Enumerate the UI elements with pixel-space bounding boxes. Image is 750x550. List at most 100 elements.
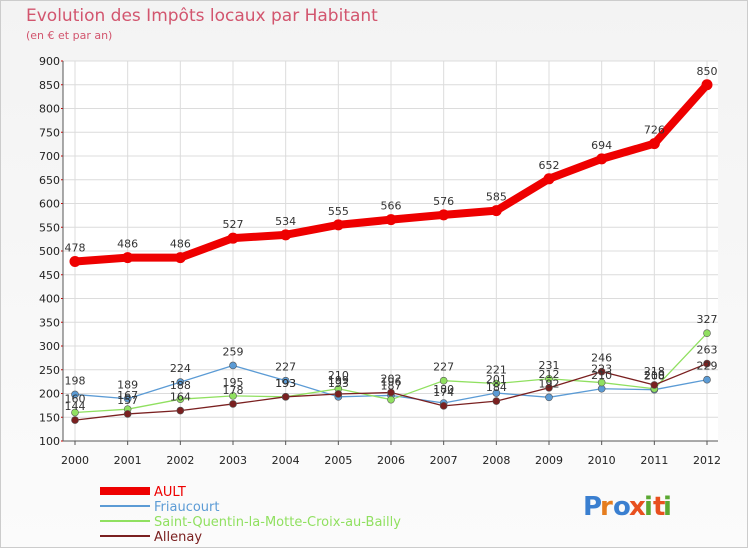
logo-letter: i (663, 492, 672, 522)
axis-layer: 100 150 200 250 300 350 400 450 500 550 600 650 700 7… (39, 55, 721, 467)
data-point (439, 376, 448, 385)
data-label: 246 (591, 352, 612, 365)
data-label: 218 (644, 365, 665, 378)
data-label: 229 (697, 360, 718, 373)
x-tick-label: 2008 (482, 454, 510, 467)
x-tick-label: 2003 (219, 454, 247, 467)
data-point (387, 395, 395, 404)
data-point (701, 79, 713, 91)
data-label: 227 (433, 361, 454, 374)
data-label: 202 (381, 373, 402, 386)
legend-entry: AULT (154, 485, 186, 500)
data-point (438, 209, 450, 221)
y-tick-label: 300 (39, 340, 60, 353)
data-label: 486 (170, 238, 191, 251)
data-point (492, 397, 501, 405)
data-label: 694 (591, 139, 612, 152)
data-label: 189 (117, 379, 138, 392)
data-point (648, 138, 660, 150)
logo-letter: t (653, 492, 665, 522)
data-point (176, 378, 185, 386)
x-tick-label: 2007 (430, 454, 458, 467)
data-label: 193 (275, 377, 296, 390)
data-label: 652 (539, 159, 560, 172)
data-label: 174 (433, 386, 454, 399)
x-tick-label: 2009 (535, 454, 563, 467)
data-label: 224 (170, 362, 191, 375)
data-point (334, 390, 343, 398)
y-tick-label: 500 (39, 245, 60, 258)
data-point (123, 410, 132, 418)
data-label: 221 (486, 364, 507, 377)
y-tick-label: 350 (39, 316, 60, 329)
logo-letter: x (629, 492, 646, 522)
data-label: 223 (591, 363, 612, 376)
data-label: 192 (539, 377, 560, 390)
logo-letter: P (583, 492, 602, 522)
y-tick-label: 550 (39, 221, 60, 234)
data-label: 327 (697, 313, 718, 326)
proxiti-logo: Pr oxi ti (583, 492, 672, 522)
x-tick-label: 2002 (166, 454, 194, 467)
data-point (229, 392, 237, 400)
data-label: 576 (433, 195, 454, 208)
data-point (703, 329, 711, 337)
data-label: 199 (328, 374, 349, 387)
data-point (543, 173, 555, 185)
data-point (650, 381, 659, 389)
x-tick-label: 2010 (588, 454, 616, 467)
data-label: 187 (381, 380, 402, 393)
data-label: 210 (328, 369, 349, 382)
data-point (387, 388, 395, 397)
data-point (703, 375, 711, 384)
data-label: 198 (65, 374, 86, 387)
data-label: 164 (170, 391, 191, 404)
data-point (439, 402, 448, 410)
data-label: 212 (539, 368, 560, 381)
data-label: 157 (117, 394, 138, 407)
y-tick-label: 750 (39, 126, 60, 139)
y-tick-label: 200 (39, 388, 60, 401)
data-point (545, 393, 553, 402)
data-point (545, 374, 553, 383)
data-point (123, 394, 132, 403)
data-point (492, 379, 501, 388)
y-tick-label: 800 (39, 103, 60, 116)
x-tick-label: 2000 (61, 454, 89, 467)
data-label: 263 (697, 344, 718, 357)
data-label: 188 (170, 379, 191, 392)
data-label: 184 (486, 381, 507, 394)
data-label: 144 (65, 400, 86, 413)
data-label: 196 (381, 375, 402, 388)
data-label: 210 (644, 369, 665, 382)
legend-entry: Saint-Quentin-la-Motte-Croix-au-Bailly (154, 515, 401, 530)
data-label: 210 (591, 369, 612, 382)
data-label: 231 (539, 359, 560, 372)
x-tick-label: 2001 (114, 454, 142, 467)
y-tick-label: 400 (39, 293, 60, 306)
data-point (71, 390, 79, 399)
y-tick-label: 900 (39, 55, 60, 68)
data-label: 726 (644, 124, 665, 137)
data-label: 534 (275, 215, 296, 228)
legend-entry: Friaucourt (154, 500, 219, 515)
data-point (229, 361, 237, 370)
chart-title: Evolution des Impôts locaux par Habitant (26, 6, 378, 26)
data-label: 585 (486, 191, 507, 204)
logo-letter: i (644, 492, 653, 522)
x-tick-label: 2012 (693, 454, 721, 467)
data-point (332, 219, 344, 231)
legend: AULTFriaucourtSaint-Quentin-la-Motte-Cro… (100, 485, 401, 545)
y-tick-label: 250 (39, 364, 60, 377)
data-point (596, 153, 608, 165)
data-point (174, 252, 186, 264)
logo-letter: r (600, 492, 613, 522)
y-tick-label: 100 (39, 435, 60, 448)
data-point (69, 255, 81, 267)
y-tick-label: 150 (39, 411, 60, 424)
data-point (227, 232, 239, 244)
data-label: 850 (697, 65, 718, 78)
data-point (545, 383, 553, 392)
